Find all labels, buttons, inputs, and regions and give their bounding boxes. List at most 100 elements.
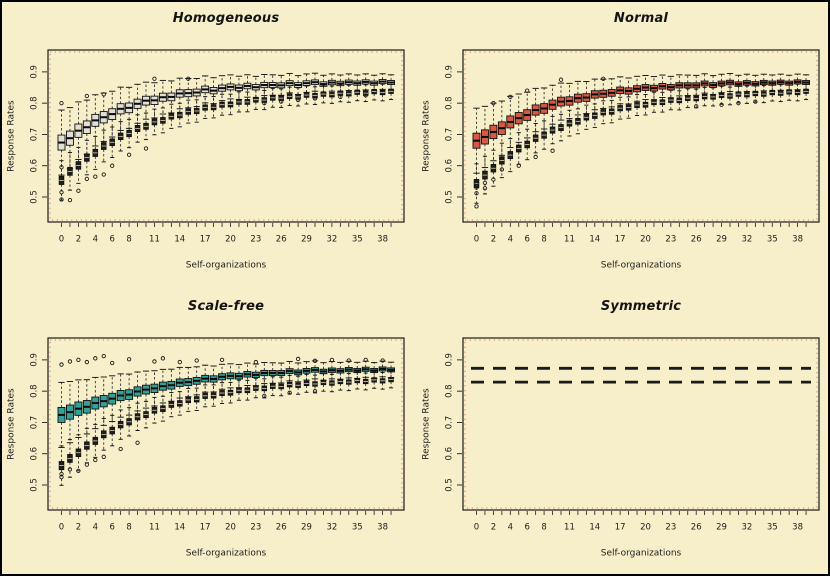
outlier-point [126,152,132,157]
x-tick-label: 14 [174,523,185,533]
x-tick-label: 20 [225,523,236,533]
x-tick-label: 32 [741,235,752,245]
outlier-point [474,191,479,196]
x-tick-label: 29 [301,235,312,245]
x-tick-label: 8 [541,523,546,533]
outlier-point [76,188,81,193]
y-tick-label: 0.8 [30,96,40,110]
x-tick-label: 17 [615,235,626,245]
box-series-light [57,72,395,176]
y-axis: 0.5 0.6 0.7 0.8 0.9 [445,65,462,204]
y-tick-label: 0.8 [445,96,455,110]
outlier-point [143,146,149,151]
outlier-point [295,97,301,103]
outlier-point [719,102,724,107]
x-tick-label: 20 [640,235,651,245]
x-tick-label: 20 [640,523,651,533]
scan-artifact-border [464,51,818,221]
x-tick-label: 4 [508,523,513,533]
outlier-point [753,99,758,104]
x-tick-label: 26 [691,235,702,245]
outlier-point [126,357,132,362]
x-tick-label: 6 [109,235,114,245]
outlier-point [84,176,90,181]
outlier-point [110,360,115,366]
x-tick-label: 32 [326,235,337,245]
x-tick-label: 26 [276,235,287,245]
outlier-point [508,94,513,100]
outlier-point [59,190,64,195]
outlier-point [346,358,351,363]
x-tick-label: 14 [589,523,600,533]
y-tick-label: 0.9 [445,65,455,79]
y-tick-label: 0.8 [445,384,455,398]
y-axis-label: Response Rates [7,388,17,460]
x-tick-label: 23 [250,523,261,533]
boxplot-scale-free: 0 2 4 6 8 11 14 17 20 23 26 29 32 35 38 Self-organizati… [7,337,405,559]
panel-normal: Normal 0 2 4 6 8 11 14 17 20 23 26 29 32 35 38 Self-org… [415,0,830,288]
outlier-point [84,93,90,99]
outlier-point [59,197,64,202]
x-tick-label: 11 [149,523,160,533]
outlier-point [279,99,284,104]
outlier-point [558,77,564,82]
x-tick-label: 11 [564,235,575,245]
x-tick-label: 38 [792,235,803,245]
outlier-point [76,468,81,474]
x-tick-label: 35 [767,523,778,533]
panel-title-homogeneous: Homogeneous [172,11,280,26]
plot-frame [47,337,405,511]
scan-artifact-border [49,51,403,221]
y-tick-label: 0.7 [30,416,40,430]
outlier-point [101,92,106,97]
x-tick-label: 14 [589,235,600,245]
x-tick-label: 29 [716,235,727,245]
outlier-point [59,362,64,367]
outlier-point [93,356,98,361]
x-axis-label: Self-organizations [186,549,267,559]
x-tick-label: 6 [109,523,114,533]
outlier-point [491,101,496,106]
x-tick-label: 23 [665,235,676,245]
outlier-point [295,356,301,362]
y-tick-label: 0.9 [30,353,40,367]
panel-title-scale-free: Scale-free [187,299,265,314]
box-series-dark [473,82,809,209]
x-tick-label: 0 [474,235,479,245]
x-tick-label: 4 [508,235,513,245]
y-tick-label: 0.6 [30,447,40,461]
outlier-point [93,174,98,179]
outlier-point [110,163,115,168]
outlier-point [262,393,267,399]
outlier-point [499,167,505,172]
x-axis: 0 2 4 6 8 11 14 17 20 23 26 29 32 35 38 [474,223,807,245]
x-axis-label: Self-organizations [601,549,682,559]
x-tick-label: 26 [276,523,287,533]
y-tick-label: 0.8 [30,384,40,398]
scan-artifact-border [49,339,403,509]
outlier-point [101,454,106,459]
x-tick-label: 14 [174,235,185,245]
dashed-line-plot-symmetric: 0 2 4 6 8 11 14 17 20 23 26 29 32 35 38 Self-organizati… [422,337,820,559]
x-tick-label: 35 [352,235,363,245]
outlier-point [67,359,73,364]
outlier-point [262,101,267,106]
x-tick-label: 2 [491,523,496,533]
x-tick-label: 4 [93,235,98,245]
outlier-point [363,93,368,98]
box-series-dark [58,82,394,203]
y-tick-label: 0.9 [445,353,455,367]
x-tick-label: 32 [326,523,337,533]
y-tick-label: 0.5 [30,478,40,492]
y-tick-label: 0.5 [30,190,40,204]
x-tick-label: 8 [126,523,131,533]
x-tick-label: 2 [76,235,81,245]
y-tick-label: 0.7 [445,416,455,430]
outlier-point [482,186,488,191]
x-tick-label: 2 [491,235,496,245]
x-tick-label: 11 [564,523,575,533]
outlier-point [525,88,530,93]
x-tick-label: 6 [524,235,529,245]
y-axis: 0.5 0.6 0.7 0.8 0.9 [30,65,47,204]
x-axis: 0 2 4 6 8 11 14 17 20 23 26 29 32 35 38 [474,511,807,533]
